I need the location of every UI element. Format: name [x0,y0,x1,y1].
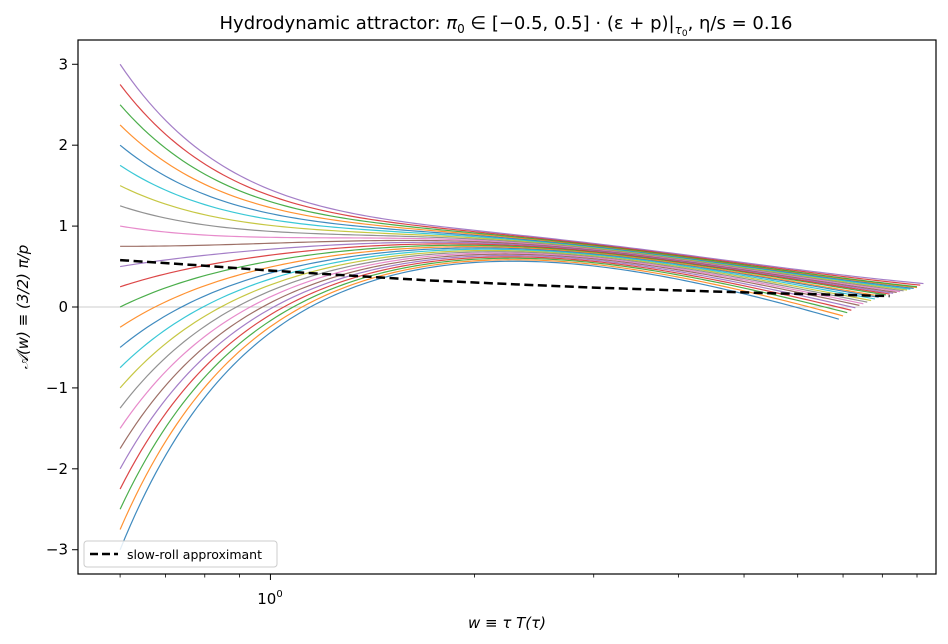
attractor-curve-15 [120,239,897,294]
attractor-curve-10 [119,247,879,348]
x-tick-layer [119,574,918,580]
title-eta-s: , η/s = 0.16 [688,13,793,34]
y-tick-label-2: 2 [58,136,68,154]
attractor-curve-4 [119,254,856,470]
legend-box [83,540,278,568]
attractor-curve-7 [119,251,868,409]
y-tick-layer: −3 −2 −1 0 1 2 3 [46,55,78,559]
x-tick-label-base: 10 [257,590,276,608]
y-tick-label--1: −1 [46,379,68,397]
attractor-curve-22 [119,104,918,288]
title-tau-subscript: 0 [682,29,688,39]
x-tick-label-1: 100 [257,589,282,608]
attractor-curve-12 [119,244,887,308]
chart-title: Hydrodynamic attractor: π0 ∈ [−0.5, 0.5]… [220,13,793,39]
attractor-curve-20 [119,144,914,289]
x-axis-label: w ≡ τ T(τ) [468,614,546,632]
series-layer [119,63,924,550]
attractor-curve-19 [119,164,911,290]
slow-roll-approximant-line [120,258,890,298]
attractor-curve-3 [119,256,852,490]
title-interval: ∈ [−0.5, 0.5] · (ε + p)| [465,13,675,34]
attractor-curve-9 [119,248,876,369]
attractor-curve-17 [119,205,904,292]
attractor-curve-13 [119,243,890,295]
title-pi: π [446,13,458,34]
legend: slow-roll approximant [83,540,278,568]
attractor-curve-6 [119,252,864,429]
attractor-curve-23 [119,84,921,286]
attractor-curve-24 [119,63,924,285]
attractor-curve-18 [119,185,908,291]
attractor-curve-8 [119,249,872,389]
attractor-curve-11 [119,246,883,328]
title-tau: τ [675,23,683,37]
attractor-curve-0 [119,260,839,550]
y-tick-label--3: −3 [46,541,68,559]
attractor-curve-5 [119,253,860,449]
attractor-curve-2 [119,257,848,510]
attractor-curve-16 [120,225,901,293]
x-tick-label-exponent: 0 [276,589,282,600]
slow-roll-layer [120,258,890,298]
title-prefix: Hydrodynamic attractor: [220,13,447,34]
attractor-curve-1 [119,259,844,530]
attractor-curve-14 [120,241,894,294]
y-tick-label-0: 0 [58,298,68,316]
y-axis-label: 𝒜(w) ≡ (3/2) π/p [14,245,32,370]
legend-label-slow-roll: slow-roll approximant [127,547,262,562]
y-tick-label-1: 1 [58,217,68,235]
title-pi-subscript: 0 [457,22,465,36]
y-tick-label-3: 3 [58,55,68,73]
y-tick-label--2: −2 [46,460,68,478]
